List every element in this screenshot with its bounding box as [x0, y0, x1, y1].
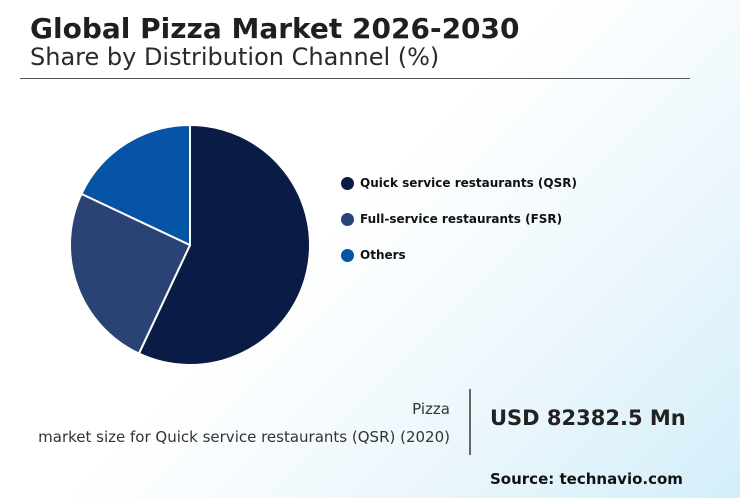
pie-slice-0 — [137, 124, 311, 366]
chart-subtitle: Share by Distribution Channel (%) — [30, 43, 440, 71]
chart-legend: Quick service restaurants (QSR) Full-serv… — [341, 174, 577, 282]
pie-slice-1 — [69, 192, 191, 355]
title-divider — [20, 78, 690, 79]
legend-label: Quick service restaurants (QSR) — [360, 176, 577, 190]
stat-label-product: Pizza — [412, 400, 450, 418]
legend-label: Full-service restaurants (FSR) — [360, 212, 563, 226]
chart-title: Global Pizza Market 2026-2030 — [30, 12, 520, 45]
legend-swatch — [341, 212, 354, 226]
legend-item: Quick service restaurants (QSR) — [341, 174, 577, 192]
pie-chart — [69, 124, 311, 366]
stat-value: USD 82382.5 Mn — [490, 406, 686, 430]
stat-label-description: market size for Quick service restaurant… — [38, 428, 450, 446]
legend-item: Others — [341, 246, 577, 264]
stat-divider — [469, 389, 471, 455]
legend-label: Others — [360, 248, 406, 262]
legend-swatch — [341, 248, 354, 262]
pie-slice-2 — [80, 124, 191, 246]
legend-swatch — [341, 176, 354, 190]
legend-item: Full-service restaurants (FSR) — [341, 210, 577, 228]
source-credit: Source: technavio.com — [490, 470, 683, 488]
